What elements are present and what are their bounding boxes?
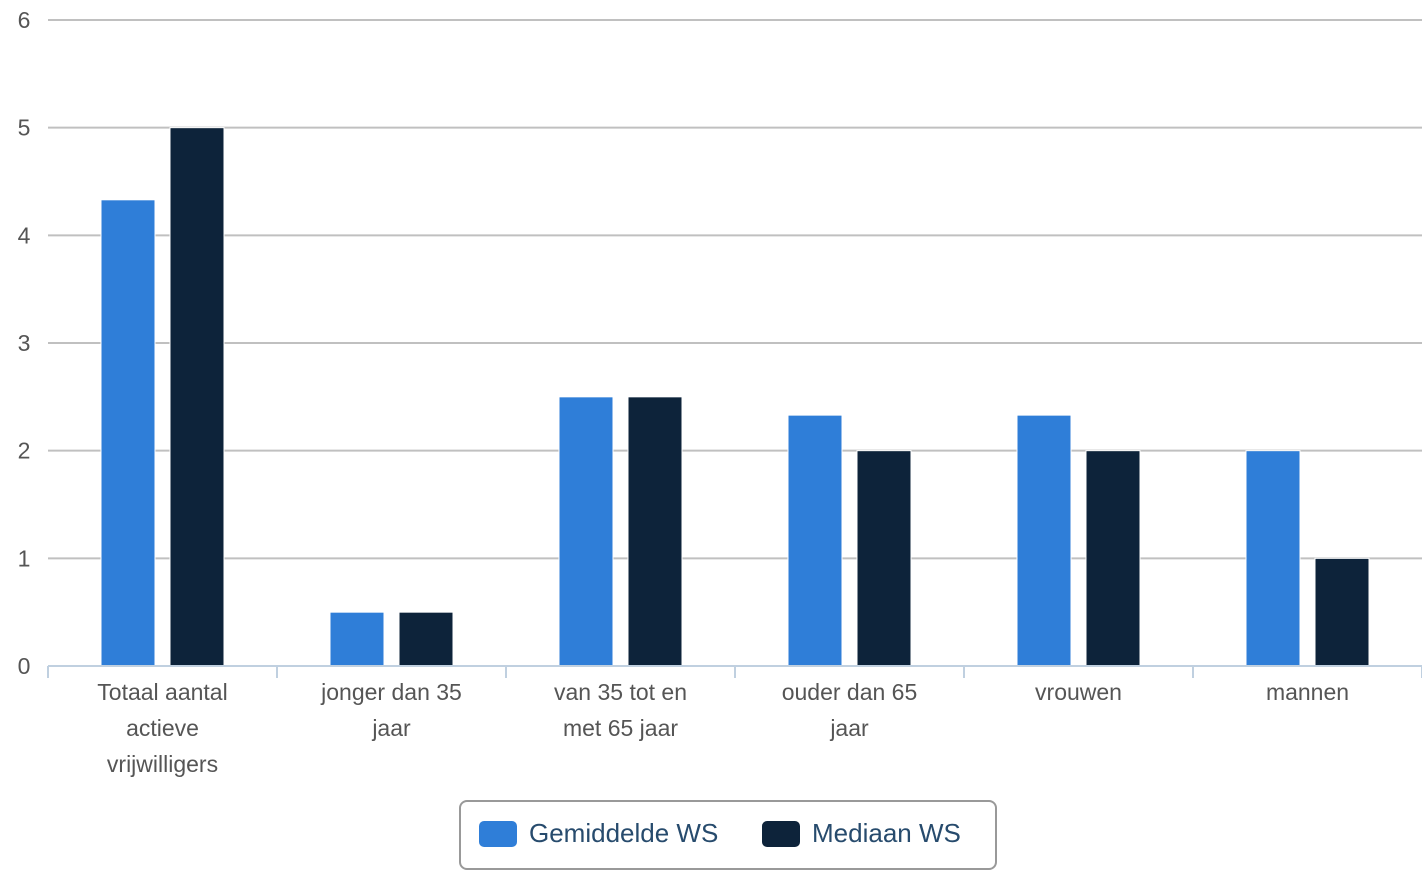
legend: Gemiddelde WS Mediaan WS xyxy=(459,800,997,870)
x-category-label-line: jaar xyxy=(371,715,411,741)
bar-mediaan[interactable] xyxy=(1314,557,1370,667)
x-category-label-line: vrijwilligers xyxy=(107,751,218,777)
legend-label-mediaan: Mediaan WS xyxy=(812,818,961,848)
bar-mediaan[interactable] xyxy=(398,611,454,667)
y-tick-label: 6 xyxy=(18,7,31,33)
y-tick-label: 0 xyxy=(18,653,31,679)
y-tick-label: 4 xyxy=(18,222,31,248)
x-category-label-line: mannen xyxy=(1266,679,1349,705)
gridlines xyxy=(48,19,1422,560)
x-category-label-line: van 35 tot en xyxy=(554,679,687,705)
x-category-label-line: jaar xyxy=(829,715,869,741)
x-category-label: mannen xyxy=(1266,679,1349,705)
bar-mediaan[interactable] xyxy=(627,396,683,667)
x-category-label-line: met 65 jaar xyxy=(563,715,678,741)
legend-swatch-gemiddelde xyxy=(479,820,517,847)
y-tick-label: 5 xyxy=(18,115,31,141)
x-category-label-line: vrouwen xyxy=(1035,679,1122,705)
x-category-label: vrouwen xyxy=(1035,679,1122,705)
x-axis: Totaal aantal actieve vrijwilligers jonger … xyxy=(47,665,1422,777)
legend-swatch-mediaan xyxy=(762,820,800,847)
y-tick-label: 2 xyxy=(18,438,31,464)
y-tick-label: 1 xyxy=(18,545,31,571)
bar-gemiddelde[interactable] xyxy=(558,396,614,667)
y-axis: 0 1 2 3 4 5 6 xyxy=(18,7,31,679)
legend-item-mediaan[interactable]: Mediaan WS xyxy=(762,818,961,849)
bar-mediaan[interactable] xyxy=(169,127,225,667)
bar-gemiddelde[interactable] xyxy=(100,199,156,667)
x-category-label: jonger dan 35 jaar xyxy=(320,679,462,741)
x-category-label-line: jonger dan 35 xyxy=(320,679,462,705)
x-category-label: Totaal aantal actieve vrijwilligers xyxy=(97,679,227,777)
x-category-label-line: Totaal aantal xyxy=(97,679,227,705)
bar-chart: 0 1 2 3 4 5 6 Totaal aantal actieve vrijwilliger… xyxy=(18,7,1422,777)
bars xyxy=(100,127,1370,667)
x-category-label-line: ouder dan 65 xyxy=(782,679,918,705)
x-category-label-line: actieve xyxy=(126,715,199,741)
bar-gemiddelde[interactable] xyxy=(787,414,843,667)
bar-gemiddelde[interactable] xyxy=(1245,450,1301,667)
bar-gemiddelde[interactable] xyxy=(1016,414,1072,667)
bar-mediaan[interactable] xyxy=(856,450,912,667)
x-category-label: ouder dan 65 jaar xyxy=(782,679,918,741)
y-tick-label: 3 xyxy=(18,330,31,356)
bar-mediaan[interactable] xyxy=(1085,450,1141,667)
legend-item-gemiddelde[interactable]: Gemiddelde WS xyxy=(479,818,718,849)
legend-label-gemiddelde: Gemiddelde WS xyxy=(529,818,719,848)
bar-gemiddelde[interactable] xyxy=(329,611,385,667)
x-category-label: van 35 tot en met 65 jaar xyxy=(554,679,687,741)
